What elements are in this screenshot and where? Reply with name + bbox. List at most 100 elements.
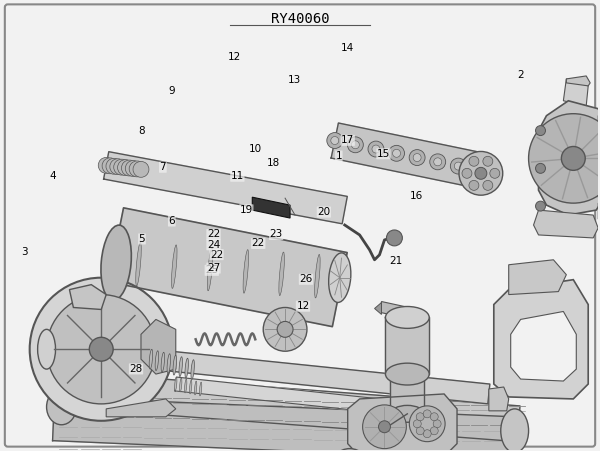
Ellipse shape bbox=[391, 405, 424, 422]
Circle shape bbox=[462, 168, 472, 178]
Polygon shape bbox=[566, 76, 590, 86]
Polygon shape bbox=[252, 197, 290, 218]
Text: 11: 11 bbox=[231, 171, 244, 181]
Polygon shape bbox=[598, 138, 600, 153]
Circle shape bbox=[133, 161, 149, 177]
Polygon shape bbox=[509, 260, 566, 295]
Ellipse shape bbox=[191, 360, 194, 379]
Ellipse shape bbox=[179, 357, 182, 377]
Ellipse shape bbox=[329, 253, 351, 303]
Circle shape bbox=[562, 147, 585, 170]
Circle shape bbox=[433, 420, 441, 428]
Circle shape bbox=[430, 413, 438, 421]
Ellipse shape bbox=[199, 382, 202, 396]
Circle shape bbox=[327, 133, 343, 148]
Circle shape bbox=[114, 159, 130, 175]
Text: 18: 18 bbox=[266, 158, 280, 168]
Text: RY40060: RY40060 bbox=[271, 12, 329, 26]
Circle shape bbox=[483, 156, 493, 166]
Ellipse shape bbox=[161, 352, 164, 372]
Circle shape bbox=[389, 145, 404, 161]
Polygon shape bbox=[348, 394, 457, 451]
Text: 2: 2 bbox=[517, 70, 524, 80]
Ellipse shape bbox=[385, 363, 429, 385]
Polygon shape bbox=[385, 318, 429, 374]
Circle shape bbox=[118, 160, 133, 175]
Polygon shape bbox=[539, 101, 600, 215]
Ellipse shape bbox=[136, 243, 141, 286]
Text: 7: 7 bbox=[160, 162, 166, 172]
Text: 16: 16 bbox=[410, 191, 423, 201]
Polygon shape bbox=[598, 115, 600, 132]
Text: 12: 12 bbox=[228, 52, 241, 62]
Circle shape bbox=[434, 158, 442, 166]
Polygon shape bbox=[380, 302, 404, 318]
Circle shape bbox=[454, 162, 462, 170]
Circle shape bbox=[413, 420, 421, 428]
Circle shape bbox=[362, 405, 406, 449]
Circle shape bbox=[89, 337, 113, 361]
Circle shape bbox=[475, 167, 487, 179]
Text: 23: 23 bbox=[269, 230, 283, 239]
Text: 22: 22 bbox=[251, 239, 265, 249]
Text: 12: 12 bbox=[296, 301, 310, 311]
Circle shape bbox=[98, 157, 114, 173]
Polygon shape bbox=[175, 377, 455, 421]
Text: 17: 17 bbox=[341, 135, 355, 145]
Circle shape bbox=[536, 201, 545, 211]
Circle shape bbox=[413, 154, 421, 161]
Circle shape bbox=[29, 278, 173, 421]
Text: 10: 10 bbox=[249, 144, 262, 154]
Polygon shape bbox=[533, 210, 598, 238]
Text: 1: 1 bbox=[335, 151, 342, 161]
Text: 3: 3 bbox=[21, 248, 28, 258]
Text: 19: 19 bbox=[240, 205, 253, 215]
Circle shape bbox=[409, 406, 445, 442]
Ellipse shape bbox=[385, 307, 429, 328]
Circle shape bbox=[490, 168, 500, 178]
Polygon shape bbox=[494, 280, 588, 399]
Ellipse shape bbox=[38, 329, 56, 369]
Polygon shape bbox=[331, 123, 482, 188]
Polygon shape bbox=[511, 312, 576, 381]
Circle shape bbox=[459, 152, 503, 195]
Circle shape bbox=[483, 180, 493, 190]
Ellipse shape bbox=[501, 409, 529, 451]
Ellipse shape bbox=[194, 381, 197, 395]
Circle shape bbox=[469, 156, 479, 166]
Circle shape bbox=[392, 149, 401, 157]
Circle shape bbox=[347, 137, 364, 153]
Text: 27: 27 bbox=[207, 263, 220, 273]
Circle shape bbox=[471, 162, 487, 178]
Circle shape bbox=[416, 427, 424, 435]
Circle shape bbox=[469, 180, 479, 190]
Circle shape bbox=[129, 161, 145, 177]
Circle shape bbox=[110, 159, 126, 175]
Polygon shape bbox=[141, 319, 176, 374]
Ellipse shape bbox=[149, 349, 152, 369]
Polygon shape bbox=[598, 203, 600, 219]
Polygon shape bbox=[489, 387, 509, 411]
Circle shape bbox=[423, 410, 431, 418]
Ellipse shape bbox=[190, 380, 192, 394]
Polygon shape bbox=[374, 303, 382, 314]
Circle shape bbox=[106, 158, 122, 174]
Ellipse shape bbox=[175, 377, 177, 391]
Circle shape bbox=[372, 145, 380, 153]
Polygon shape bbox=[53, 397, 515, 451]
Ellipse shape bbox=[172, 245, 177, 289]
Polygon shape bbox=[391, 374, 424, 414]
Circle shape bbox=[102, 158, 118, 174]
Circle shape bbox=[47, 295, 156, 404]
Polygon shape bbox=[150, 349, 490, 404]
Circle shape bbox=[409, 150, 425, 166]
Text: 20: 20 bbox=[317, 207, 331, 217]
Circle shape bbox=[368, 141, 384, 157]
Ellipse shape bbox=[167, 354, 170, 373]
Polygon shape bbox=[106, 399, 176, 417]
Ellipse shape bbox=[279, 252, 284, 295]
Text: 13: 13 bbox=[287, 75, 301, 85]
Circle shape bbox=[379, 421, 391, 433]
Polygon shape bbox=[109, 208, 347, 327]
Text: 4: 4 bbox=[49, 171, 56, 181]
